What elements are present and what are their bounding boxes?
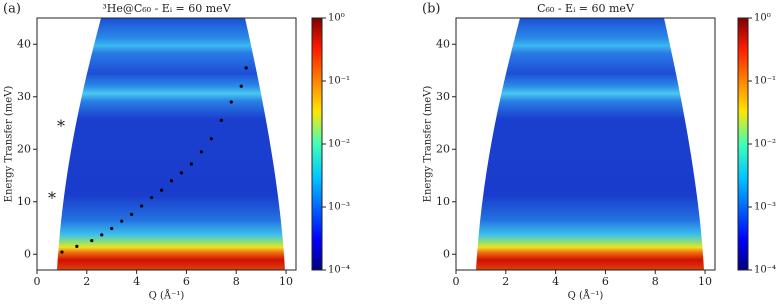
colorbar [311, 17, 323, 271]
data-point [149, 195, 154, 200]
chart-title: ³He@C₆₀ - Eᵢ = 60 meV [102, 2, 231, 15]
data-point [199, 150, 203, 154]
x-tick-label: 0 [453, 275, 460, 288]
annotation: * [48, 189, 56, 208]
y-tick-label: 20 [17, 142, 31, 155]
heatmap-region [57, 18, 285, 270]
data-point [219, 118, 223, 122]
y-axis-label: Energy Transfer (meV) [4, 86, 15, 203]
data-point [139, 204, 144, 208]
data-point [120, 219, 124, 223]
colorbar-tick-label: 10⁻² [328, 139, 350, 150]
y-tick-label: 10 [436, 195, 450, 208]
data-point [244, 66, 248, 70]
heatmap-region [476, 18, 704, 270]
colorbar-tick-label: 10⁻⁴ [754, 265, 776, 276]
x-tick-label: 6 [183, 275, 190, 288]
x-tick-label: 10 [279, 275, 293, 288]
y-tick-label: 30 [17, 90, 31, 103]
data-point [100, 233, 104, 237]
x-tick-label: 8 [652, 275, 659, 288]
y-tick-label: 0 [443, 247, 450, 260]
colorbar-tick-label: 10⁻² [754, 139, 776, 150]
data-point [90, 239, 94, 243]
x-tick-label: 4 [133, 275, 140, 288]
data-point [130, 212, 134, 216]
y-tick-label: 0 [24, 247, 31, 260]
colorbar [737, 17, 749, 271]
data-point [209, 137, 213, 141]
x-tick-label: 0 [34, 275, 41, 288]
data-point [75, 244, 79, 248]
y-tick-label: 40 [436, 37, 450, 50]
y-tick-label: 20 [436, 142, 450, 155]
data-point [179, 171, 184, 175]
data-point [169, 179, 174, 183]
colorbar-tick-label: 10⁻⁴ [328, 265, 350, 276]
y-axis-label: Energy Transfer (meV) [423, 86, 434, 203]
plot-frame [455, 17, 716, 271]
colorbar-tick-label: 10⁻³ [754, 202, 776, 213]
x-tick-label: 6 [602, 275, 609, 288]
colorbar-tick-label: 10⁰ [328, 13, 345, 24]
data-point [159, 188, 164, 192]
panel-label: (b) [422, 2, 440, 17]
panel-label: (a) [3, 2, 21, 17]
colorbar-tick-label: 10⁻¹ [328, 76, 350, 87]
annotation: * [57, 117, 65, 136]
colorbar-tick-label: 10⁻¹ [754, 76, 776, 87]
y-tick-label: 30 [436, 90, 450, 103]
x-tick-label: 4 [552, 275, 559, 288]
data-point [229, 100, 233, 104]
data-point [239, 84, 243, 88]
x-tick-label: 2 [83, 275, 90, 288]
colorbar-tick-label: 10⁻³ [328, 202, 350, 213]
y-tick-label: 40 [17, 37, 31, 50]
x-tick-label: 10 [698, 275, 712, 288]
x-axis-label: Q (Å⁻¹) [568, 290, 604, 302]
data-point [110, 226, 114, 231]
data-point [189, 162, 194, 166]
data-point [60, 250, 64, 254]
x-axis-label: Q (Å⁻¹) [149, 290, 185, 302]
x-tick-label: 2 [502, 275, 509, 288]
x-tick-label: 8 [233, 275, 240, 288]
plot-frame [36, 17, 297, 271]
colorbar-tick-label: 10⁰ [754, 13, 771, 24]
y-tick-label: 10 [17, 195, 31, 208]
chart-title: C₆₀ - Eᵢ = 60 meV [537, 2, 635, 15]
